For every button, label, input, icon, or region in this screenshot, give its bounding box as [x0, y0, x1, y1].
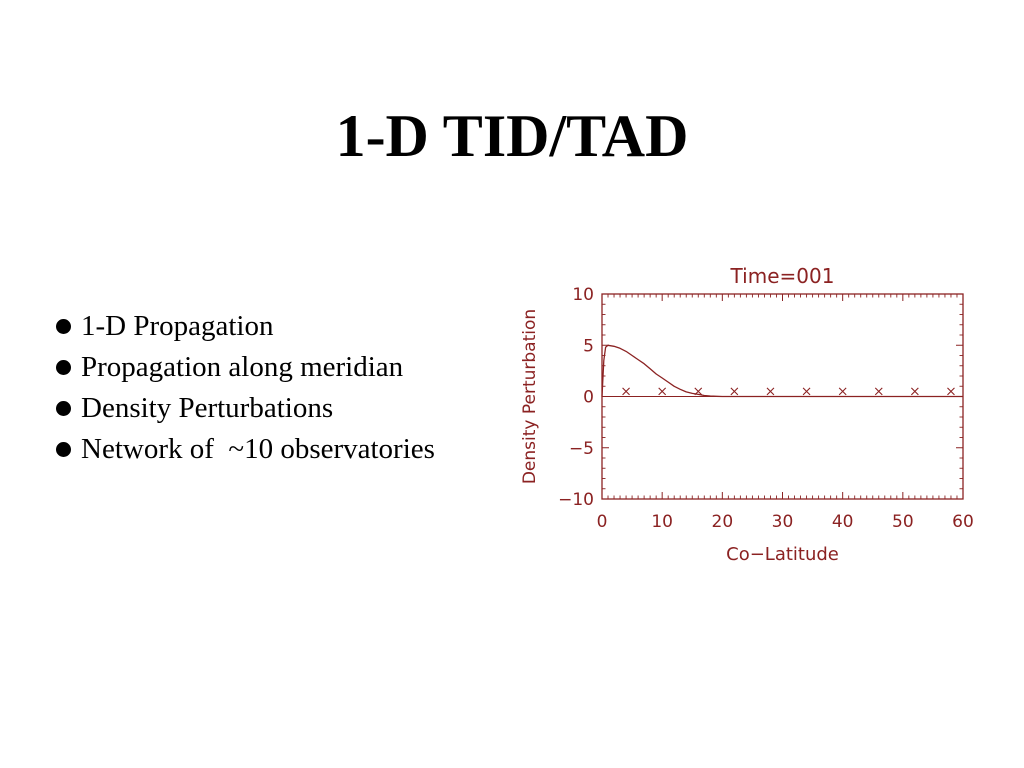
observatory-marker [910, 387, 919, 396]
bullet-text: Density Perturbations [81, 392, 334, 424]
bullet-item: 1-D Propagation [52, 306, 435, 347]
y-tick-label: −5 [569, 439, 594, 459]
x-tick-label: 30 [772, 512, 794, 532]
perturbation-curve [601, 344, 963, 398]
x-tick-label: 20 [712, 512, 734, 532]
bullet-item: Network of ~10 observatories [52, 429, 435, 470]
bullet-list: 1-D Propagation Propagation along meridi… [52, 306, 435, 470]
x-axis-label: Co−Latitude [726, 544, 839, 565]
bullet-text: Propagation along meridian [81, 351, 404, 383]
x-tick-label: 40 [832, 512, 854, 532]
y-tick-label: 5 [583, 336, 594, 356]
bullet-dot-icon [56, 360, 71, 375]
observatory-marker [947, 387, 955, 396]
y-tick-label: 10 [572, 285, 594, 305]
bullet-text: 1-D Propagation [81, 310, 274, 342]
observatory-marker [658, 387, 667, 396]
x-tick-label: 60 [952, 512, 974, 532]
bullet-dot-icon [56, 442, 71, 457]
slide-title: 1-D TID/TAD [335, 103, 689, 169]
bullet-item: Propagation along meridian [52, 347, 435, 388]
bullet-item: Density Perturbations [52, 388, 435, 429]
observatory-marker [730, 387, 739, 396]
bullet-text: Network of ~10 observatories [81, 433, 435, 465]
x-tick-label: 50 [892, 512, 914, 532]
y-tick-label: 0 [583, 388, 594, 408]
observatory-marker [766, 387, 775, 396]
y-axis-label: Density Perturbation [520, 309, 540, 484]
observatory-marker [694, 387, 703, 396]
observatory-marker [622, 387, 630, 396]
observatory-marker [802, 387, 811, 396]
observatory-marker [838, 387, 847, 396]
density-perturbation-chart: 0 10 20 30 40 50 601050−5−10Time=001Co−Latitud… [520, 264, 974, 565]
bullet-dot-icon [56, 401, 71, 416]
y-tick-label: −10 [558, 490, 594, 510]
observatory-marker [874, 387, 883, 396]
x-tick-label: 10 [651, 512, 673, 532]
x-tick-label: 0 [597, 512, 608, 532]
bullet-dot-icon [56, 319, 71, 334]
chart-title: Time=001 [730, 264, 835, 288]
